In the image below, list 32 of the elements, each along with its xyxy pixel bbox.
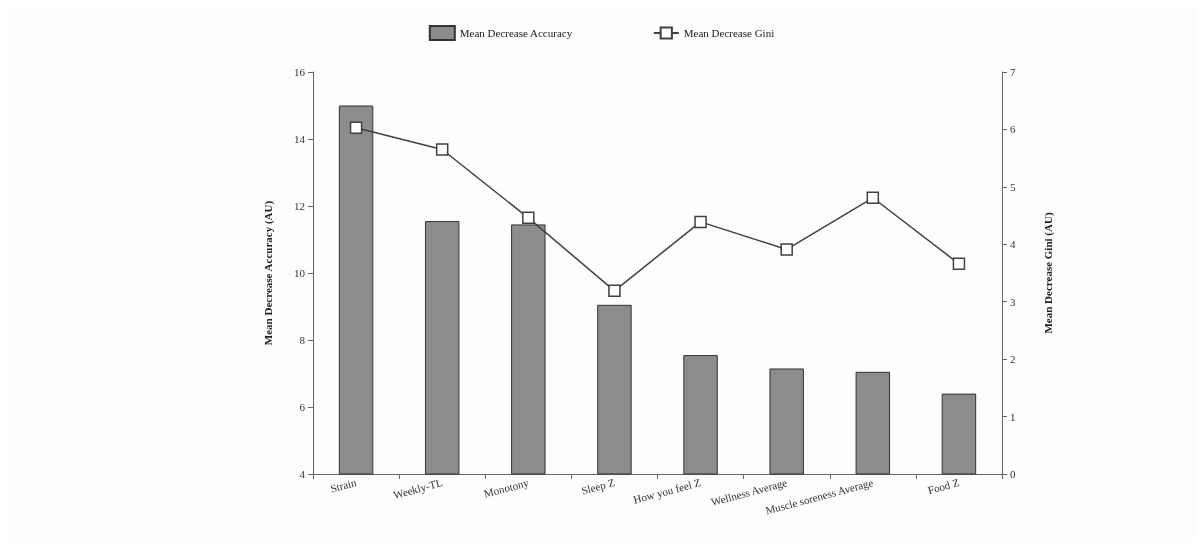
y-tick-label: 10 (294, 267, 306, 279)
point (435, 143, 449, 156)
y2-tick-label: 0 (1010, 468, 1016, 480)
y-tick-label: 14 (294, 133, 306, 145)
point (694, 215, 707, 229)
y2-tick-label: 3 (1010, 295, 1016, 308)
x-tick-label: How you feel Z (632, 476, 703, 506)
y2-tick-label: 4 (1010, 238, 1016, 251)
y2-tick-label: 5 (1010, 180, 1016, 193)
y2-tick-label: 6 (1010, 123, 1016, 136)
y2-axis-title: Mean Decrease Gini (AU) (1041, 212, 1055, 334)
point (866, 191, 880, 205)
legend-label: Mean Decrease Gini (683, 27, 775, 39)
x-tick-label: Strain (329, 476, 359, 495)
x-tick-label: Monotony (482, 476, 531, 500)
y-tick-label: 4 (299, 468, 306, 480)
point (952, 257, 966, 271)
y-tick-label: 8 (299, 334, 306, 346)
point (780, 243, 793, 256)
y-tick-label: 16 (294, 66, 306, 78)
y2-tick-label: 2 (1010, 353, 1016, 366)
y-tick-label: 6 (299, 401, 306, 413)
x-tick-label: Food Z (926, 476, 961, 497)
point (522, 211, 535, 225)
y2-tick-label: 1 (1010, 410, 1016, 423)
y-axis-title: Mean Decrease Accuracy (AU) (261, 200, 275, 346)
y2-tick-label: 7 (1010, 66, 1016, 78)
x-tick-label: Sleep Z (580, 476, 617, 497)
point (608, 284, 621, 298)
legend-label: Mean Decrease Accuracy (459, 27, 573, 39)
point (349, 121, 363, 134)
y-tick-label: 12 (294, 200, 305, 212)
